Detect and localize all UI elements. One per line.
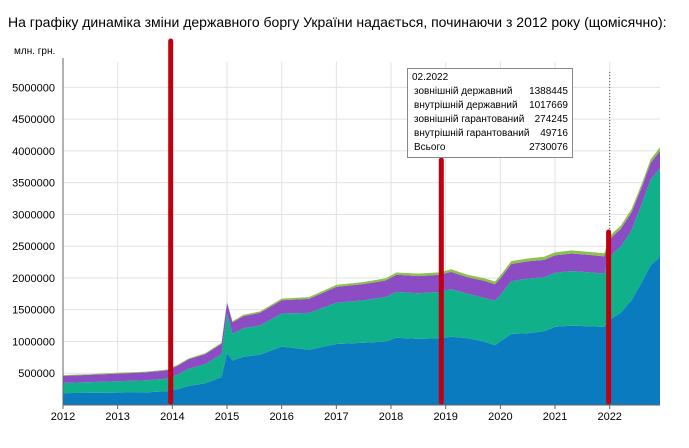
tooltip-row: внутрішній гарантований 49716 <box>412 127 568 141</box>
tooltip-value: 2730076 <box>529 142 568 153</box>
tooltip-value: 49716 <box>540 128 568 139</box>
tooltip-label: внутрішній гарантований <box>414 128 530 139</box>
y-tick-label: 4500000 <box>12 114 55 126</box>
x-tick-label: 2015 <box>215 411 239 423</box>
y-tick-label: 4000000 <box>12 146 55 158</box>
y-axis-unit-label: млн. грн. <box>14 46 55 57</box>
tooltip-label: внутрішній державний <box>414 100 518 111</box>
tooltip-label: зовнішній гарантований <box>414 114 525 125</box>
x-tick-label: 2020 <box>488 411 512 423</box>
hover-tooltip: 02.2022 зовнішній державний 1388445 внут… <box>407 68 573 158</box>
x-tick-label: 2022 <box>597 411 621 423</box>
x-tick-label: 2017 <box>324 411 348 423</box>
annotation-markers <box>168 38 612 405</box>
y-tick-label: 3500000 <box>12 178 55 190</box>
x-tick-label: 2019 <box>433 411 457 423</box>
series-area <box>63 150 660 383</box>
tooltip-row: зовнішній гарантований 274245 <box>412 113 568 127</box>
x-tick-label: 2012 <box>51 411 75 423</box>
tooltip-label: зовнішній державний <box>414 86 513 97</box>
tooltip-value: 274245 <box>534 114 568 125</box>
tooltip-value: 1388445 <box>529 86 568 97</box>
y-tick-label: 5000000 <box>12 82 55 94</box>
series-area <box>63 257 660 405</box>
x-tick-label: 2021 <box>543 411 567 423</box>
chart-caption: На графіку динаміка зміни державного бор… <box>8 14 667 30</box>
x-tick-label: 2018 <box>379 411 403 423</box>
y-tick-label: 2500000 <box>12 241 55 253</box>
x-tick-label: 2014 <box>160 411 184 423</box>
x-tick-label: 2016 <box>269 411 293 423</box>
y-tick-label: 1000000 <box>12 336 55 348</box>
y-tick-label: 500000 <box>18 368 55 380</box>
axes: 500000 1000000 1500000 2000000 2500000 300000… <box>12 58 660 423</box>
tooltip-date: 02.2022 <box>412 72 449 83</box>
x-tick-label: 2013 <box>105 411 129 423</box>
tooltip-row: зовнішній державний 1388445 <box>412 85 568 99</box>
tooltip-row: внутрішній державний 1017669 <box>412 99 568 113</box>
tooltip-row: Всього 2730076 <box>412 141 568 155</box>
y-tick-label: 2000000 <box>12 273 55 285</box>
series-area <box>63 168 660 394</box>
y-tick-label: 3000000 <box>12 209 55 221</box>
y-tick-label: 1500000 <box>12 305 55 317</box>
tooltip-value: 1017669 <box>529 100 568 111</box>
stacked-areas <box>63 147 660 405</box>
tooltip-label: Всього <box>414 142 446 153</box>
